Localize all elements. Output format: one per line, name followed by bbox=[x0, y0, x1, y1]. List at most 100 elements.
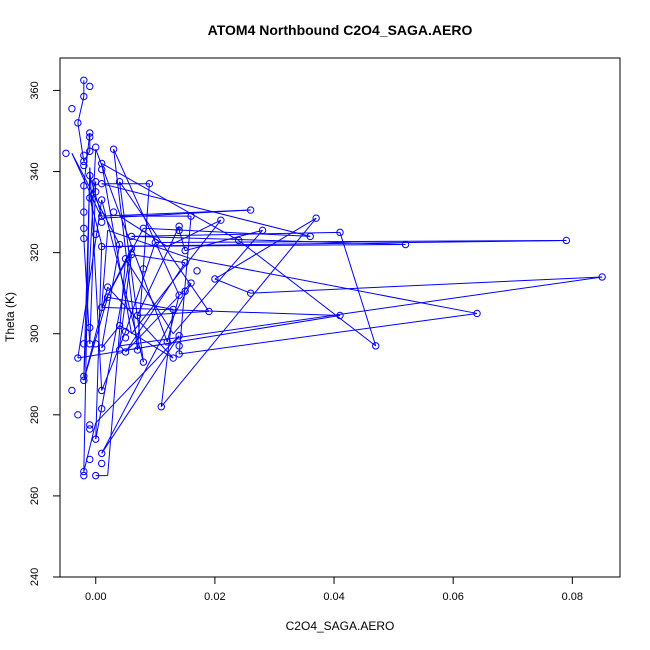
series-segment bbox=[101, 331, 126, 391]
series-segment bbox=[119, 181, 210, 312]
plot-frame bbox=[59, 57, 621, 578]
data-point bbox=[175, 291, 183, 299]
x-tick-label: 0.04 bbox=[323, 591, 344, 603]
y-tick-label: 280 bbox=[29, 406, 41, 424]
data-point bbox=[175, 350, 183, 358]
data-point bbox=[80, 234, 88, 243]
data-point bbox=[62, 149, 70, 157]
series-segment bbox=[167, 219, 222, 247]
data-point bbox=[74, 411, 82, 419]
data-point bbox=[80, 372, 88, 380]
data-point bbox=[98, 179, 106, 188]
series-segment bbox=[125, 258, 174, 334]
data-point bbox=[217, 216, 225, 224]
series-segment bbox=[101, 335, 180, 454]
series-segment bbox=[125, 282, 192, 353]
series-segment bbox=[119, 181, 144, 363]
series-segment bbox=[89, 175, 103, 217]
series-segment bbox=[107, 258, 127, 476]
series-segment bbox=[131, 254, 186, 264]
data-point bbox=[86, 455, 94, 464]
series-segment bbox=[125, 242, 156, 332]
series-segment bbox=[143, 227, 311, 237]
data-point bbox=[109, 145, 118, 153]
y-tick-label: 320 bbox=[29, 243, 41, 261]
data-point bbox=[175, 342, 183, 350]
series-segment bbox=[83, 297, 109, 381]
series-segment bbox=[101, 162, 239, 241]
series-segment bbox=[77, 96, 85, 123]
data-point bbox=[92, 435, 100, 443]
data-point bbox=[133, 311, 142, 320]
series-segment bbox=[155, 239, 567, 243]
x-tick-label: 0.06 bbox=[442, 591, 463, 603]
data-point bbox=[598, 273, 606, 281]
data-point bbox=[151, 238, 160, 247]
data-point bbox=[68, 104, 76, 113]
series-segment bbox=[107, 296, 174, 310]
data-point bbox=[98, 242, 106, 251]
series-segment bbox=[119, 276, 603, 347]
data-point bbox=[68, 386, 76, 395]
data-point bbox=[103, 283, 112, 291]
series-segment bbox=[250, 276, 603, 294]
data-point bbox=[80, 151, 88, 160]
series-segment bbox=[77, 314, 341, 359]
y-tick-label: 300 bbox=[29, 325, 41, 343]
data-point bbox=[98, 405, 106, 413]
x-tick-label: 0.00 bbox=[85, 591, 106, 603]
data-point bbox=[98, 303, 106, 312]
series-segment bbox=[184, 229, 263, 252]
data-point bbox=[169, 354, 177, 362]
series-segment bbox=[113, 149, 180, 296]
y-axis: 240 260 280 300 320 340 360 bbox=[29, 81, 61, 586]
x-tick-label: 0.02 bbox=[204, 591, 225, 603]
series-segment bbox=[214, 278, 251, 294]
data-point bbox=[92, 143, 100, 151]
data-point bbox=[336, 228, 344, 237]
data-point bbox=[74, 354, 82, 362]
data-point bbox=[86, 171, 94, 180]
series-segment bbox=[95, 335, 180, 424]
data-point bbox=[163, 338, 171, 346]
series-segment bbox=[107, 229, 192, 260]
data-point bbox=[92, 188, 100, 196]
data-point bbox=[246, 206, 255, 214]
y-tick-label: 340 bbox=[29, 162, 41, 180]
data-point bbox=[80, 161, 88, 170]
data-point bbox=[121, 255, 130, 263]
data-point bbox=[86, 129, 94, 137]
data-point bbox=[175, 332, 183, 340]
series-segment bbox=[238, 240, 377, 347]
x-axis: 0.00 0.02 0.04 0.06 0.08 bbox=[85, 577, 583, 603]
data-point bbox=[187, 212, 195, 220]
series-segment bbox=[172, 229, 263, 335]
series-segment bbox=[190, 258, 478, 314]
data-point bbox=[80, 92, 88, 101]
data-point bbox=[235, 236, 243, 245]
data-point bbox=[98, 218, 106, 226]
data-point bbox=[103, 293, 112, 301]
data-point bbox=[127, 232, 136, 241]
data-point bbox=[312, 214, 320, 222]
series-segment bbox=[131, 231, 341, 237]
series-segment bbox=[101, 183, 311, 237]
series-segment bbox=[339, 232, 377, 347]
series-segment bbox=[101, 199, 144, 363]
series-segment bbox=[136, 183, 150, 350]
data-point bbox=[80, 157, 88, 166]
data-point bbox=[175, 226, 183, 235]
data-point bbox=[401, 240, 410, 249]
x-axis-label: C2O4_SAGA.AERO bbox=[286, 619, 395, 633]
data-point bbox=[133, 346, 142, 354]
data-point bbox=[115, 321, 124, 330]
y-axis-label: Theta (K) bbox=[3, 292, 17, 342]
y-tick-label: 260 bbox=[29, 487, 41, 505]
y-tick-label: 240 bbox=[29, 568, 41, 586]
data-point bbox=[98, 449, 106, 458]
chart-title: ATOM4 Northbound C2O4_SAGA.AERO bbox=[208, 22, 473, 38]
series-segment bbox=[113, 149, 138, 350]
data-point bbox=[139, 358, 148, 366]
series-segment bbox=[71, 153, 121, 245]
